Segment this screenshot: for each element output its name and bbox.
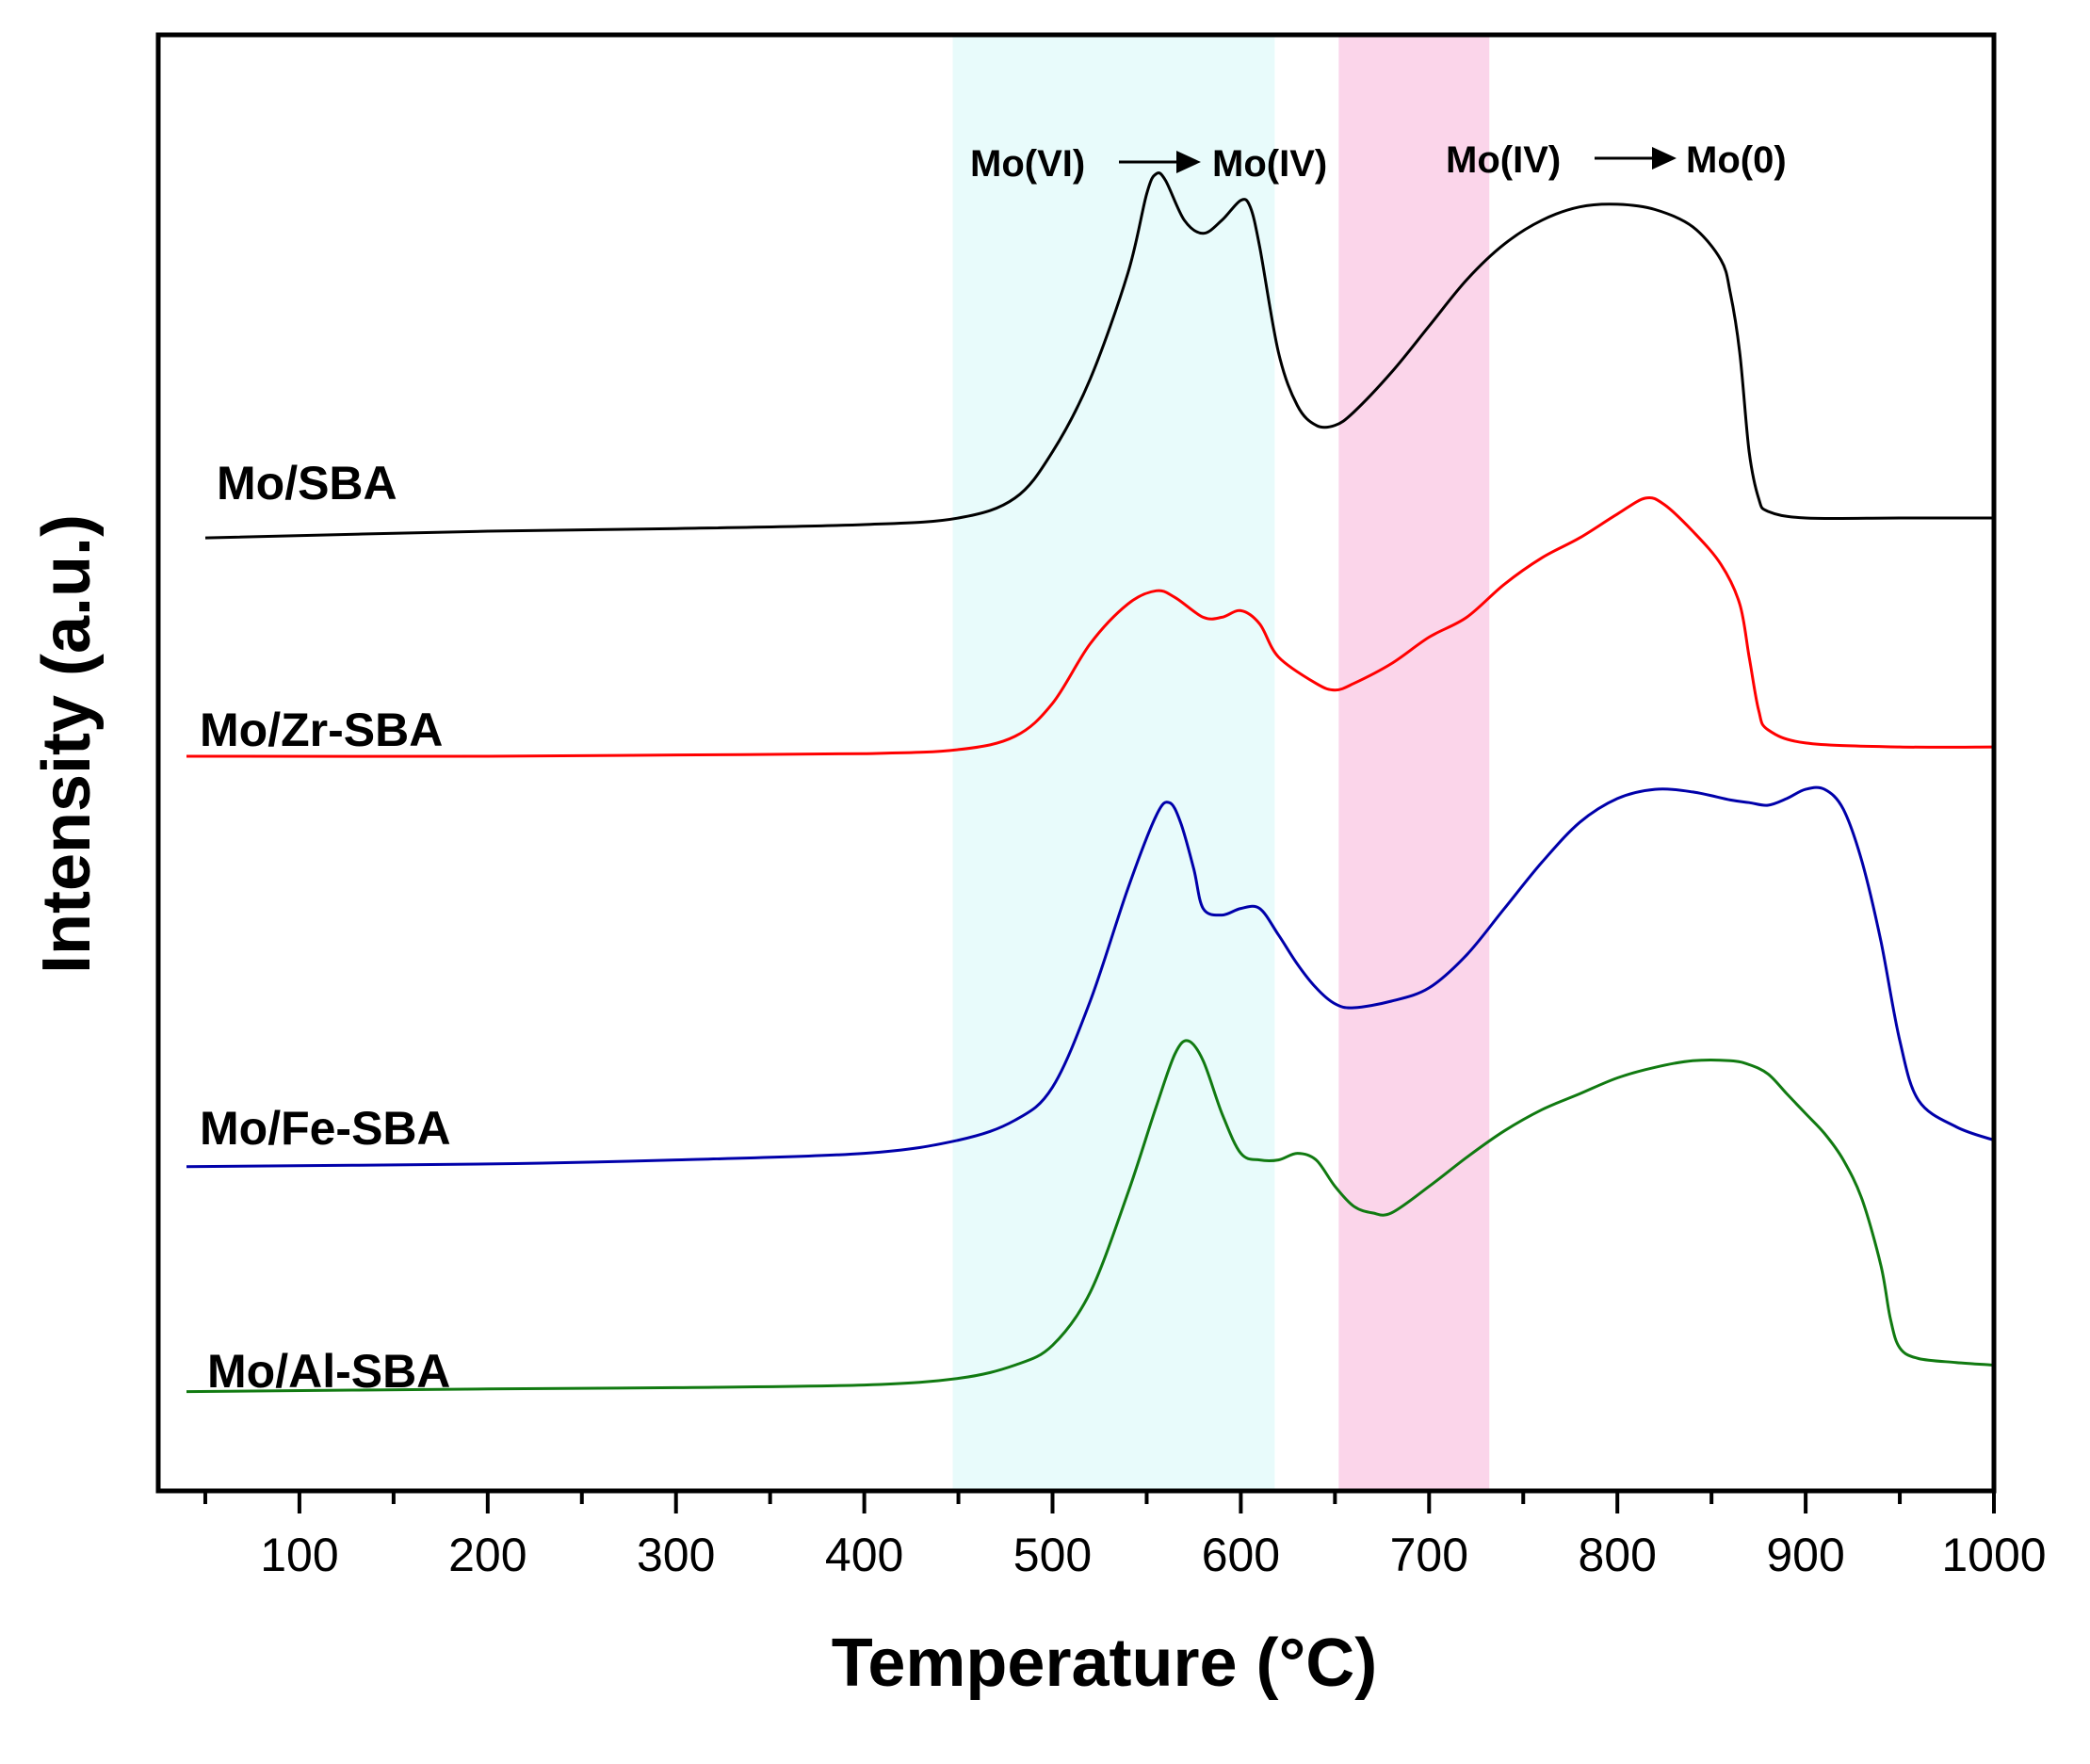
x-tick-label: 800: [1578, 1529, 1656, 1581]
series-line-mo-zr-sba: [186, 496, 1995, 758]
series-line-mo-sba: [204, 171, 1994, 540]
x-tick-label: 200: [448, 1529, 527, 1581]
x-tick-label: 600: [1202, 1529, 1280, 1581]
region-labels: Mo(VI) Mo(IV) Mo(IV) Mo(0): [970, 139, 1787, 185]
x-axis-ticks: 100 200 300 400 500 600 700 800 900 1000: [203, 1491, 2047, 1581]
x-tick-label: 500: [1013, 1529, 1092, 1581]
x-tick-label: 700: [1390, 1529, 1468, 1581]
arrow-head-icon: [1176, 151, 1201, 173]
region-label-from: Mo(IV): [1446, 139, 1561, 181]
region-label-from: Mo(VI): [970, 143, 1085, 185]
region-reduction-1: [952, 35, 1275, 1491]
x-axis-title: Temperature (°C): [832, 1626, 1378, 1701]
x-tick-label: 1000: [1941, 1529, 2046, 1581]
x-tick-label: 100: [260, 1529, 338, 1581]
y-axis-title: Intensity (a.u.): [29, 514, 105, 974]
x-tick-label: 300: [637, 1529, 715, 1581]
series-label-mo-zr-sba: Mo/Zr-SBA: [200, 704, 443, 756]
region-label-to: Mo(0): [1686, 139, 1787, 181]
series-label-mo-fe-sba: Mo/Fe-SBA: [200, 1102, 451, 1155]
x-tick-label: 400: [825, 1529, 903, 1581]
arrow-head-icon: [1652, 147, 1677, 170]
region-label-to: Mo(IV): [1212, 143, 1327, 185]
series-line-mo-al-sba: [186, 1039, 1995, 1394]
region-reduction-2: [1338, 35, 1490, 1491]
series-lines: [186, 171, 1995, 1394]
plot-frame: [155, 32, 1997, 1494]
series-label-mo-al-sba: Mo/Al-SBA: [207, 1345, 450, 1398]
x-tick-label: 900: [1766, 1529, 1844, 1581]
series-labels: Mo/SBA Mo/Zr-SBA Mo/Fe-SBA Mo/Al-SBA: [200, 457, 451, 1398]
series-line-mo-fe-sba: [186, 785, 1995, 1169]
series-label-mo-sba: Mo/SBA: [217, 457, 397, 510]
reduction-regions: [952, 35, 1490, 1491]
